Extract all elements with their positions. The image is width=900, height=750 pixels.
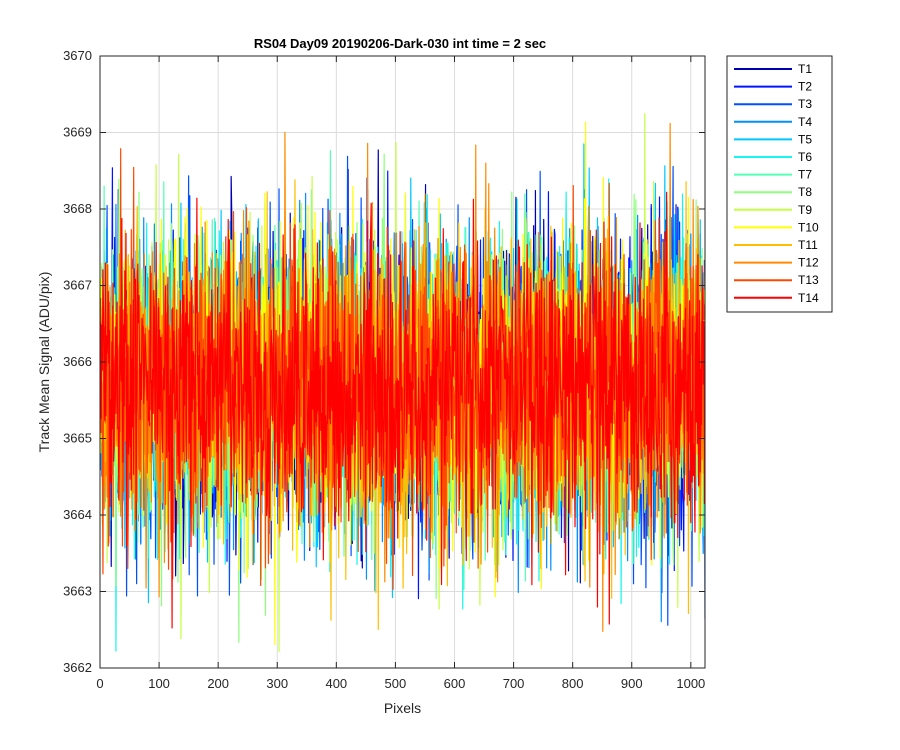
series-line-t13: [100, 148, 705, 590]
series-line-t14: [100, 191, 705, 629]
legend-label-t13: T13: [798, 273, 819, 287]
y-tick-label: 3663: [63, 584, 92, 599]
legend-label-t7: T7: [798, 168, 812, 182]
y-tick-label: 3667: [63, 278, 92, 293]
y-tick-label: 3666: [63, 354, 92, 369]
plot-area: 0 100 200 300 400 500 600 700 800 900 1000 3662366…: [63, 48, 706, 691]
y-axis-ticks: 3662 3663 3664 3665 3666 3667 3668 3669 3670: [63, 48, 705, 675]
x-tick-label: 1000: [676, 676, 705, 691]
x-tick-label: 600: [444, 676, 466, 691]
legend-box: [726, 55, 833, 313]
x-tick-label: 400: [325, 676, 347, 691]
x-tick-label: 800: [562, 676, 584, 691]
x-axis-ticks: 0 100 200 300 400 500 600 700 800 900 1000: [96, 56, 705, 691]
y-tick-label: 3665: [63, 431, 92, 446]
x-axis-title: Pixels: [384, 700, 421, 716]
y-tick-label: 3664: [63, 507, 92, 522]
x-tick-label: 0: [96, 676, 103, 691]
legend-label-t14: T14: [798, 291, 819, 305]
legend-label-t3: T3: [798, 97, 812, 111]
legend-label-t8: T8: [798, 185, 812, 199]
series-group: [100, 112, 705, 653]
legend-label-t4: T4: [798, 115, 812, 129]
x-tick-label: 700: [503, 676, 525, 691]
y-tick-label: 3670: [63, 48, 92, 63]
y-tick-label: 3662: [63, 660, 92, 675]
legend-label-t6: T6: [798, 150, 812, 164]
y-tick-label: 3668: [63, 201, 92, 216]
x-tick-label: 200: [207, 676, 229, 691]
x-tick-label: 300: [266, 676, 288, 691]
legend-label-t12: T12: [798, 256, 819, 270]
legend: T1 T2 T3 T4 T5 T6 T7 T8 T9 T10 T11 T12 T13 T14: [726, 55, 833, 313]
legend-label-t10: T10: [798, 220, 819, 234]
y-axis-title: Track Mean Signal (ADU/pix): [36, 272, 52, 453]
legend-label-t2: T2: [798, 80, 812, 94]
legend-label-t1: T1: [798, 62, 812, 76]
y-tick-label: 3669: [63, 125, 92, 140]
x-tick-label: 100: [148, 676, 170, 691]
legend-label-t5: T5: [798, 132, 812, 146]
legend-label-t11: T11: [798, 238, 818, 252]
legend-label-t9: T9: [798, 203, 812, 217]
x-tick-label: 500: [385, 676, 407, 691]
x-tick-label: 900: [621, 676, 643, 691]
chart-title: RS04 Day09 20190206-Dark-030 int time = …: [254, 36, 546, 51]
